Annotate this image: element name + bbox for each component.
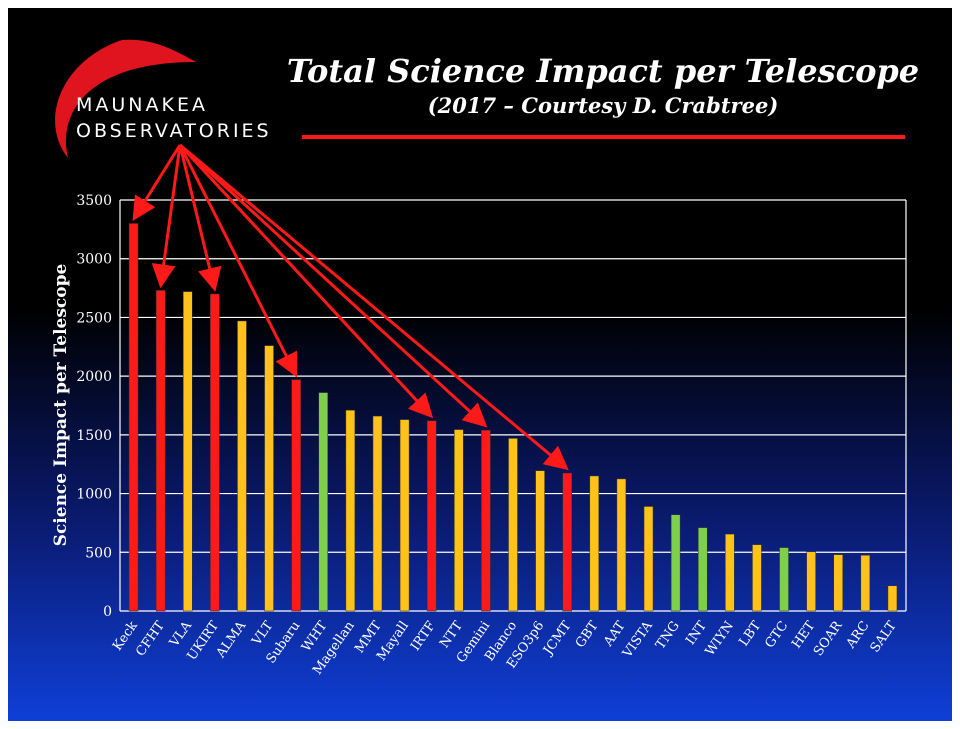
x-tick-label: JCMT bbox=[540, 618, 575, 659]
chart-subtitle: (2017 – Courtesy D. Crabtree) bbox=[428, 93, 779, 118]
bar-aat bbox=[616, 478, 627, 612]
y-axis-label: Science Impact per Telescope bbox=[51, 264, 71, 547]
bar-gtc bbox=[779, 547, 789, 612]
bar-tng bbox=[670, 514, 681, 612]
bar-arc bbox=[860, 554, 871, 612]
bar-magellan bbox=[345, 409, 356, 612]
bar-salt bbox=[887, 585, 898, 612]
bar-keck bbox=[128, 223, 139, 612]
x-tick-label: SALT bbox=[868, 618, 900, 655]
y-tick-label: 1000 bbox=[76, 487, 112, 503]
bar-int bbox=[697, 527, 708, 612]
x-tick-label: TNG bbox=[653, 619, 683, 653]
bar-wht bbox=[318, 392, 329, 612]
bar-ukirt bbox=[210, 293, 220, 612]
bar-vlt bbox=[264, 345, 274, 612]
y-tick-label: 3500 bbox=[76, 193, 112, 209]
x-tick-label: INT bbox=[683, 618, 710, 648]
bar-cfht bbox=[155, 290, 166, 612]
bar-vista bbox=[643, 506, 654, 612]
x-tick-label: SOAR bbox=[811, 618, 846, 659]
y-tick-label: 3000 bbox=[76, 252, 112, 268]
bar-irtf bbox=[426, 420, 437, 612]
bar-wiyn bbox=[725, 533, 735, 612]
bar-gemini bbox=[481, 429, 491, 612]
bar-lbt bbox=[752, 544, 762, 612]
bars bbox=[128, 223, 898, 612]
y-tick-label: 500 bbox=[85, 545, 112, 561]
arrow-to-gemini bbox=[178, 143, 488, 428]
x-tick-label: WIYN bbox=[703, 619, 737, 659]
x-tick-label: CFHT bbox=[133, 618, 168, 659]
bar-subaru bbox=[291, 379, 301, 612]
bar-vla bbox=[183, 291, 193, 612]
maunakea-logo: MAUNAKEA OBSERVATORIES bbox=[55, 39, 272, 158]
logo-line-2: OBSERVATORIES bbox=[76, 120, 272, 142]
chart-title: Total Science Impact per Telescope bbox=[287, 52, 919, 90]
bar-het bbox=[806, 551, 816, 612]
x-tick-label: LBT bbox=[737, 618, 765, 649]
x-tick-label: GTC bbox=[762, 619, 791, 651]
arrow-to-subaru bbox=[178, 144, 298, 378]
bar-eso3p6 bbox=[535, 470, 545, 612]
arrow-to-jcmt bbox=[179, 143, 569, 471]
bar-blanco bbox=[508, 438, 518, 612]
y-axis-ticks: 0 500 1000 1500 2000 2500 3000 3500 bbox=[76, 193, 112, 620]
bar-soar bbox=[833, 554, 843, 612]
bar-jcmt bbox=[562, 472, 572, 612]
bar-mayall bbox=[399, 419, 410, 612]
arrow-to-irtf bbox=[178, 143, 434, 419]
annotation-arrows bbox=[132, 143, 569, 471]
gridlines bbox=[119, 199, 907, 612]
bar-mmt bbox=[372, 415, 383, 612]
y-tick-label: 0 bbox=[103, 604, 112, 620]
bar-gbt bbox=[589, 475, 600, 612]
y-tick-label: 2500 bbox=[76, 310, 112, 326]
x-tick-label: VISTA bbox=[620, 618, 657, 661]
arrow-to-cfht bbox=[151, 144, 182, 289]
arrow-to-ukirt bbox=[178, 144, 222, 292]
x-tick-label: GBT bbox=[573, 618, 602, 650]
y-tick-label: 1500 bbox=[76, 428, 112, 444]
x-tick-label: ALMA bbox=[213, 618, 250, 661]
bar-ntt bbox=[454, 429, 464, 612]
x-tick-label: IRTF bbox=[408, 619, 439, 654]
logo-line-1: MAUNAKEA bbox=[76, 94, 208, 116]
arrow-to-keck bbox=[132, 144, 182, 222]
logo-arc-icon bbox=[55, 39, 196, 158]
y-tick-label: 2000 bbox=[76, 369, 112, 385]
bar-alma bbox=[237, 320, 247, 612]
